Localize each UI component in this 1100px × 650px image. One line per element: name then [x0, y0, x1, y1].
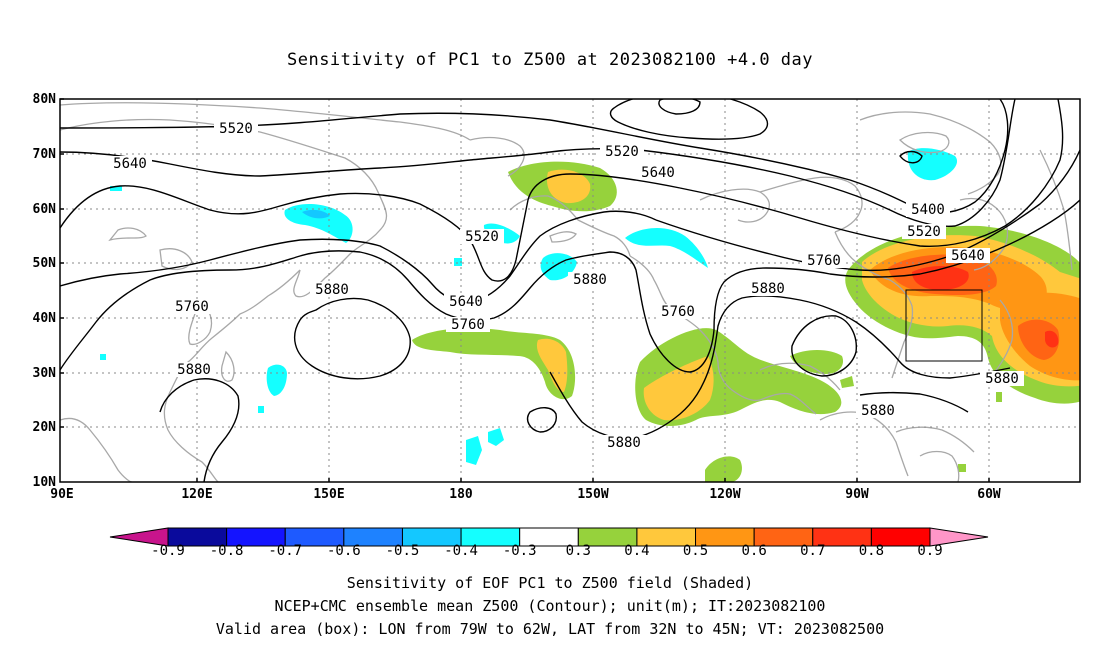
lon-label: 60W — [977, 487, 1001, 502]
lon-label: 90W — [845, 487, 869, 502]
contour-label: 5640 — [113, 156, 147, 172]
contour-label: 5880 — [177, 362, 211, 378]
lat-label: 40N — [32, 311, 56, 326]
colorbar-label: 0.6 — [741, 543, 767, 559]
contour-label: 5520 — [907, 224, 941, 240]
colorbar-label: -0.3 — [502, 543, 537, 559]
shaded-sensitivity — [100, 148, 1080, 482]
colorbar-label: -0.9 — [151, 543, 185, 559]
contour-label: 5880 — [607, 435, 641, 451]
contour-label: 5640 — [449, 294, 483, 310]
contour-label: 5880 — [861, 403, 895, 419]
colorbar-label: 0.7 — [800, 543, 826, 559]
lat-label: 70N — [32, 147, 56, 162]
contour-label: 5880 — [751, 281, 785, 297]
lat-label: 50N — [32, 256, 56, 271]
contour-label: 5880 — [315, 282, 349, 298]
lon-label: 150W — [577, 487, 609, 502]
colorbar-boxes — [167, 527, 931, 547]
contour-label: 5880 — [985, 371, 1019, 387]
plot-frame — [59, 98, 1081, 483]
footer-line-3: Valid area (box): LON from 79W to 62W, L… — [215, 620, 885, 638]
contour-label: 5760 — [451, 317, 485, 333]
footer-line-2: NCEP+CMC ensemble mean Z500 (Contour); u… — [274, 597, 826, 615]
colorbar-high-arrow — [929, 527, 989, 547]
lon-label: 120W — [709, 487, 741, 502]
colorbar-label: 0.8 — [858, 543, 885, 559]
grid-lines — [60, 99, 1080, 482]
lat-label: 30N — [32, 366, 56, 381]
colorbar-label: 0.9 — [917, 543, 943, 559]
lon-label: 90E — [50, 487, 74, 502]
contour-label: 5400 — [911, 202, 945, 218]
z500-contours — [60, 99, 1080, 482]
contour-label: 5520 — [219, 121, 253, 137]
colorbar-label: -0.7 — [268, 543, 303, 559]
lat-label: 60N — [32, 202, 56, 217]
contour-label: 5880 — [573, 272, 607, 288]
colorbar-label: 0.5 — [682, 543, 709, 559]
map-title: Sensitivity of PC1 to Z500 at 2023082100… — [286, 50, 813, 70]
contour-label: 5640 — [641, 165, 675, 181]
footer-line-1: Sensitivity of EOF PC1 to Z500 field (Sh… — [346, 574, 754, 592]
colorbar-label: -0.5 — [385, 543, 420, 559]
contour-labels: 5520 5640 5520 5640 5400 5520 5640 5760 … — [108, 120, 1024, 451]
contour-label: 5760 — [175, 299, 209, 315]
colorbar-label: -0.8 — [209, 543, 244, 559]
contour-label: 5520 — [465, 229, 499, 245]
colorbar-label: 0.3 — [565, 543, 591, 559]
contour-label: 5640 — [951, 248, 985, 264]
colorbar-label: 0.4 — [624, 543, 650, 559]
lon-label: 150E — [313, 487, 345, 502]
contour-label: 5520 — [605, 144, 639, 160]
colorbar — [109, 527, 989, 547]
lon-label: 120E — [181, 487, 213, 502]
colorbar-label: -0.6 — [326, 543, 361, 559]
lat-label: 20N — [32, 420, 56, 435]
lat-label: 80N — [32, 92, 56, 107]
contour-label: 5760 — [661, 304, 695, 320]
lon-label: 180 — [449, 487, 473, 502]
lat-label: 10N — [32, 475, 56, 490]
contour-label: 5760 — [807, 253, 841, 269]
axis-ticks — [60, 98, 990, 482]
valid-area-box — [905, 289, 983, 362]
colorbar-label: -0.4 — [444, 543, 478, 559]
